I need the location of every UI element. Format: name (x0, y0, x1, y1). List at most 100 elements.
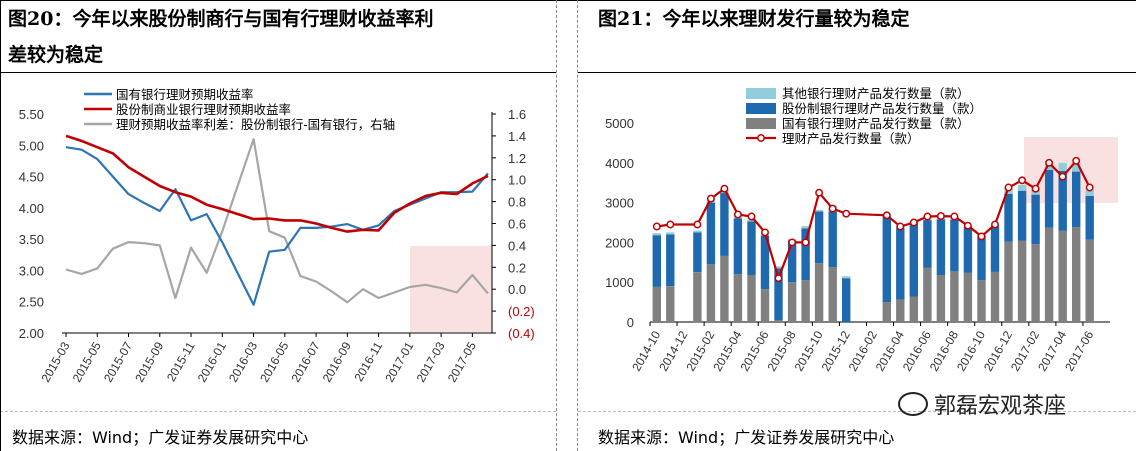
other-bank-bar (774, 266, 783, 269)
chat-bubble-icon (898, 392, 928, 416)
right-title: 图21：今年以来理财发行量较为稳定 (598, 8, 910, 30)
other-bank-bar (801, 226, 810, 229)
joint-stock-bank-bar (693, 232, 702, 273)
x-tick-label: 2016-01 (195, 339, 229, 384)
state-bank-bar (1085, 239, 1094, 322)
other-bank-bar (1017, 184, 1027, 191)
y-tick-label: 3.50 (19, 232, 44, 247)
total-issuance-point (896, 222, 905, 231)
state-bank-bar (1058, 230, 1067, 322)
total-issuance-point (652, 222, 661, 231)
total-issuance-point (977, 232, 986, 241)
y-tick-label: 4.00 (19, 201, 44, 216)
x-tick-label: 2015-07 (101, 339, 135, 384)
legend-swatch (746, 118, 776, 129)
legend-label: 其他银行理财产品发行数量（款） (782, 86, 970, 101)
y-tick-label: 2.00 (19, 326, 44, 341)
state-bank-bar (882, 302, 891, 322)
joint-stock-bank-bar (1072, 171, 1081, 228)
y2-tick-label: 1.2 (508, 151, 526, 166)
legend-label: 理财预期收益率利差：股份制银行-国有银行，右轴 (116, 117, 395, 132)
state-bank-bar (950, 271, 959, 322)
state-bank-bar (896, 299, 905, 322)
right-source-rule (578, 411, 1136, 412)
x-tick-label: 2017-01 (382, 339, 416, 384)
joint-stock-bank-bar (896, 228, 905, 300)
state-bank-bar (923, 267, 932, 322)
joint-stock-bank-bar (882, 216, 891, 303)
total-issuance-point (828, 204, 837, 213)
other-bank-bar (666, 232, 675, 235)
state-bank-bar (828, 267, 837, 322)
highlight-region (410, 246, 492, 332)
state-bank-bar (733, 274, 743, 322)
left-source: 数据来源：Wind；广发证券发展研究中心 (12, 428, 309, 447)
y-tick-label: 1000 (605, 275, 634, 290)
y-tick-label: 4000 (605, 156, 634, 171)
y-tick-label: 2.50 (19, 295, 44, 310)
joint-stock-bank-bar (828, 211, 837, 268)
joint-stock-bank-bar (774, 268, 783, 320)
other-bank-bar (814, 209, 824, 212)
right-bar-chart: 5000400030002000100002014-102014-122015-… (605, 86, 1118, 374)
joint-stock-bank-bar (923, 220, 932, 268)
y2-tick-label: (0.4) (508, 326, 535, 341)
y2-tick-label: 0.2 (508, 260, 526, 275)
x-tick-label: 2017-03 (414, 339, 448, 384)
legend-label: 国有银行理财预期收益率 (116, 87, 254, 102)
joint-stock-bank-bar (666, 234, 675, 287)
y2-tick-label: 1.4 (508, 129, 526, 144)
left-source-rule (0, 411, 556, 412)
x-tick-label: 2016-07 (289, 339, 323, 384)
left-title-line2: 差较为稳定 (8, 44, 104, 66)
legend-marker (757, 134, 765, 142)
state-bank-bar (977, 280, 986, 322)
column-divider-right (577, 0, 578, 451)
legend-swatch (746, 88, 776, 99)
y-tick-label: 5.00 (19, 138, 44, 153)
joint-stock-bank-bar (720, 193, 729, 256)
total-issuance-point (720, 184, 729, 193)
x-tick-label: 2015-03 (38, 339, 72, 384)
total-issuance-point (693, 220, 702, 229)
right-source: 数据来源：Wind；广发证券发展研究中心 (598, 428, 895, 447)
other-bank-bar (842, 276, 851, 279)
joint-stock-bank-bar (652, 235, 661, 287)
y2-tick-label: 0.8 (508, 195, 526, 210)
state-bank-bar (666, 286, 675, 322)
left-title-rule (0, 72, 556, 73)
state-bank-bar (963, 272, 973, 322)
state-bank-bar (990, 271, 1000, 322)
x-tick-label: 2015-09 (132, 339, 166, 384)
joint-stock-bank-bar (760, 235, 770, 290)
joint-stock-bank-bar (706, 202, 716, 265)
legend-label: 股份制商业银行理财预期收益率 (116, 102, 291, 117)
x-tick-label: 2017-05 (445, 339, 479, 384)
joint-stock-bank-bar (909, 222, 918, 297)
y2-tick-label: (0.2) (508, 304, 535, 319)
total-issuance-point (842, 209, 851, 218)
total-issuance-point (1018, 176, 1027, 185)
total-issuance-point (1058, 172, 1067, 181)
state-bank-bar (801, 280, 810, 322)
joint-stock-bank-bar (977, 236, 986, 281)
joint-stock-bank-yield-line (65, 134, 489, 233)
joint-stock-bank-bar (842, 278, 851, 322)
left-border (0, 0, 1, 451)
state-bank-bar (787, 282, 797, 322)
y2-tick-label: 0.0 (508, 282, 526, 297)
right-title-rule (578, 72, 1136, 73)
total-issuance-point (747, 212, 756, 221)
y-tick-label: 4.50 (19, 170, 44, 185)
total-issuance-point (706, 194, 715, 203)
y2-tick-label: 0.6 (508, 217, 526, 232)
joint-stock-bank-bar (990, 226, 1000, 272)
yield-spread-line (65, 138, 489, 304)
total-issuance-point (950, 212, 959, 221)
joint-stock-bank-bar (1031, 194, 1040, 245)
state-bank-bar (774, 320, 783, 322)
state-bank-bar (814, 263, 824, 322)
y-tick-label: 0 (627, 315, 634, 330)
total-issuance-point (774, 274, 783, 283)
